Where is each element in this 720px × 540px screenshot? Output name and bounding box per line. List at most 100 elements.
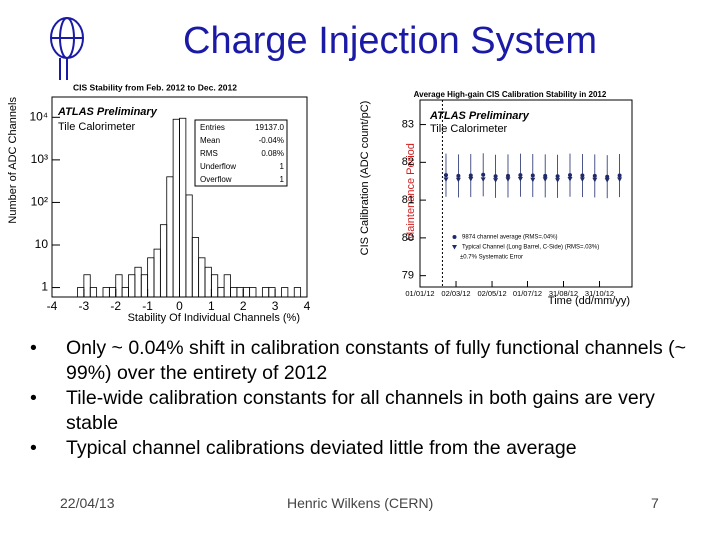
x-tick-label: 1	[208, 299, 215, 313]
data-point	[518, 173, 523, 178]
x-tick-label: -2	[110, 299, 121, 313]
y-axis-label: CIS Calibration (ADC count/pC)	[359, 101, 371, 256]
x-tick-label: -4	[47, 299, 58, 313]
data-point	[456, 173, 461, 178]
y-tick-label: 83	[402, 118, 414, 130]
data-point	[555, 174, 560, 179]
histogram-bar	[261, 287, 270, 298]
y-tick-label: 10	[35, 237, 49, 251]
bullet: Tile-wide calibration constants for all …	[20, 386, 700, 436]
histogram-bar	[185, 194, 193, 298]
histogram-bar	[204, 266, 212, 298]
data-point	[617, 173, 622, 178]
chart-title: CIS Stability from Feb. 2012 to Dec. 201…	[73, 82, 237, 92]
histogram-bar	[268, 287, 276, 298]
histogram-bar	[83, 274, 91, 298]
y-tick-label: 10³	[31, 152, 48, 166]
x-axis-label: Time (dd/mm/yy)	[548, 295, 630, 307]
x-tick-label: -1	[142, 299, 153, 313]
stats-label: Overflow	[200, 175, 232, 184]
x-tick-label: -3	[79, 299, 90, 313]
data-point	[567, 173, 572, 178]
x-tick-label: 02/05/12	[477, 289, 506, 298]
histogram-bar	[179, 117, 187, 298]
stats-label: RMS	[200, 149, 218, 158]
data-point	[468, 173, 473, 178]
stats-value: 1	[280, 175, 285, 184]
histogram-bar	[140, 274, 149, 298]
plot-frame	[419, 99, 633, 288]
y-axis-label: Number of ADC Channels	[7, 97, 19, 224]
histogram-bar	[236, 287, 244, 298]
annotation: ATLAS Preliminary	[57, 106, 158, 118]
data-point	[604, 178, 610, 183]
data-point	[505, 177, 511, 182]
footer-date: 22/04/13	[60, 495, 115, 511]
footer-page: 7	[651, 495, 659, 511]
data-point	[579, 177, 585, 182]
histogram-bar	[77, 287, 85, 298]
data-point	[455, 177, 461, 183]
data-point	[592, 177, 598, 183]
x-tick-label: 2	[240, 299, 247, 313]
data-point	[505, 173, 510, 178]
x-tick-label: 0	[176, 299, 183, 313]
histogram-bar	[128, 274, 136, 298]
histogram-bar	[134, 266, 142, 298]
data-point	[517, 176, 523, 182]
histogram-bar	[249, 287, 257, 298]
data-point	[468, 176, 474, 182]
x-tick-label: 4	[304, 299, 311, 313]
histogram-bar	[115, 274, 123, 298]
histogram-bar	[121, 287, 129, 298]
legend-label: Typical Channel (Long Barrel, C-Side) (R…	[462, 245, 599, 251]
chart-title: Average High-gain CIS Calibration Stabil…	[414, 90, 607, 99]
x-axis-label: Stability Of Individual Channels (%)	[128, 312, 300, 324]
data-point	[543, 173, 548, 178]
slide-title: Charge Injection System	[183, 20, 597, 62]
data-point	[542, 177, 548, 182]
stats-label: Underflow	[200, 162, 236, 171]
data-point	[592, 173, 597, 178]
histogram-bar	[89, 287, 98, 298]
data-point	[555, 178, 561, 183]
bullet: Only ~ 0.04% shift in calibration consta…	[20, 336, 700, 386]
stats-label: Mean	[200, 136, 220, 145]
y-tick-label: 80	[402, 232, 414, 244]
data-point	[605, 174, 610, 179]
histogram-bar	[102, 287, 110, 298]
data-point	[580, 173, 585, 178]
y-tick-label: 1	[41, 280, 48, 294]
x-tick-label: 31/10/12	[585, 289, 614, 298]
histogram-bar	[166, 176, 174, 298]
data-point	[493, 174, 498, 179]
histogram-bar	[230, 287, 238, 298]
x-tick-label: 01/07/12	[513, 289, 542, 298]
y-tick-label: 10⁴	[29, 109, 48, 123]
legend-marker	[452, 235, 457, 239]
stats-box	[194, 119, 288, 187]
bullet-list: Only ~ 0.04% shift in calibration consta…	[20, 336, 700, 461]
histogram-bar	[198, 257, 206, 298]
data-point	[567, 176, 573, 182]
histogram-bar	[147, 257, 155, 298]
data-point	[530, 173, 535, 178]
data-point	[617, 177, 623, 182]
data-point	[443, 173, 448, 178]
stats-value: -0.04%	[259, 136, 284, 145]
x-tick-label: 02/03/12	[441, 289, 470, 298]
histogram-bar	[108, 287, 117, 298]
stats-value: 1	[280, 162, 285, 171]
data-point	[481, 172, 486, 177]
annotation: ±0.7% Systematic Error	[460, 255, 523, 261]
histogram-bar	[293, 287, 302, 298]
y-tick-label: 81	[402, 194, 414, 206]
stats-value: 0.08%	[261, 149, 284, 158]
histogram-bar	[159, 224, 168, 298]
annotation: ATLAS Preliminary	[429, 110, 530, 122]
histogram-bar	[223, 274, 231, 298]
y-tick-label: 79	[402, 270, 414, 282]
annotation: Tile Calorimeter	[430, 123, 508, 135]
